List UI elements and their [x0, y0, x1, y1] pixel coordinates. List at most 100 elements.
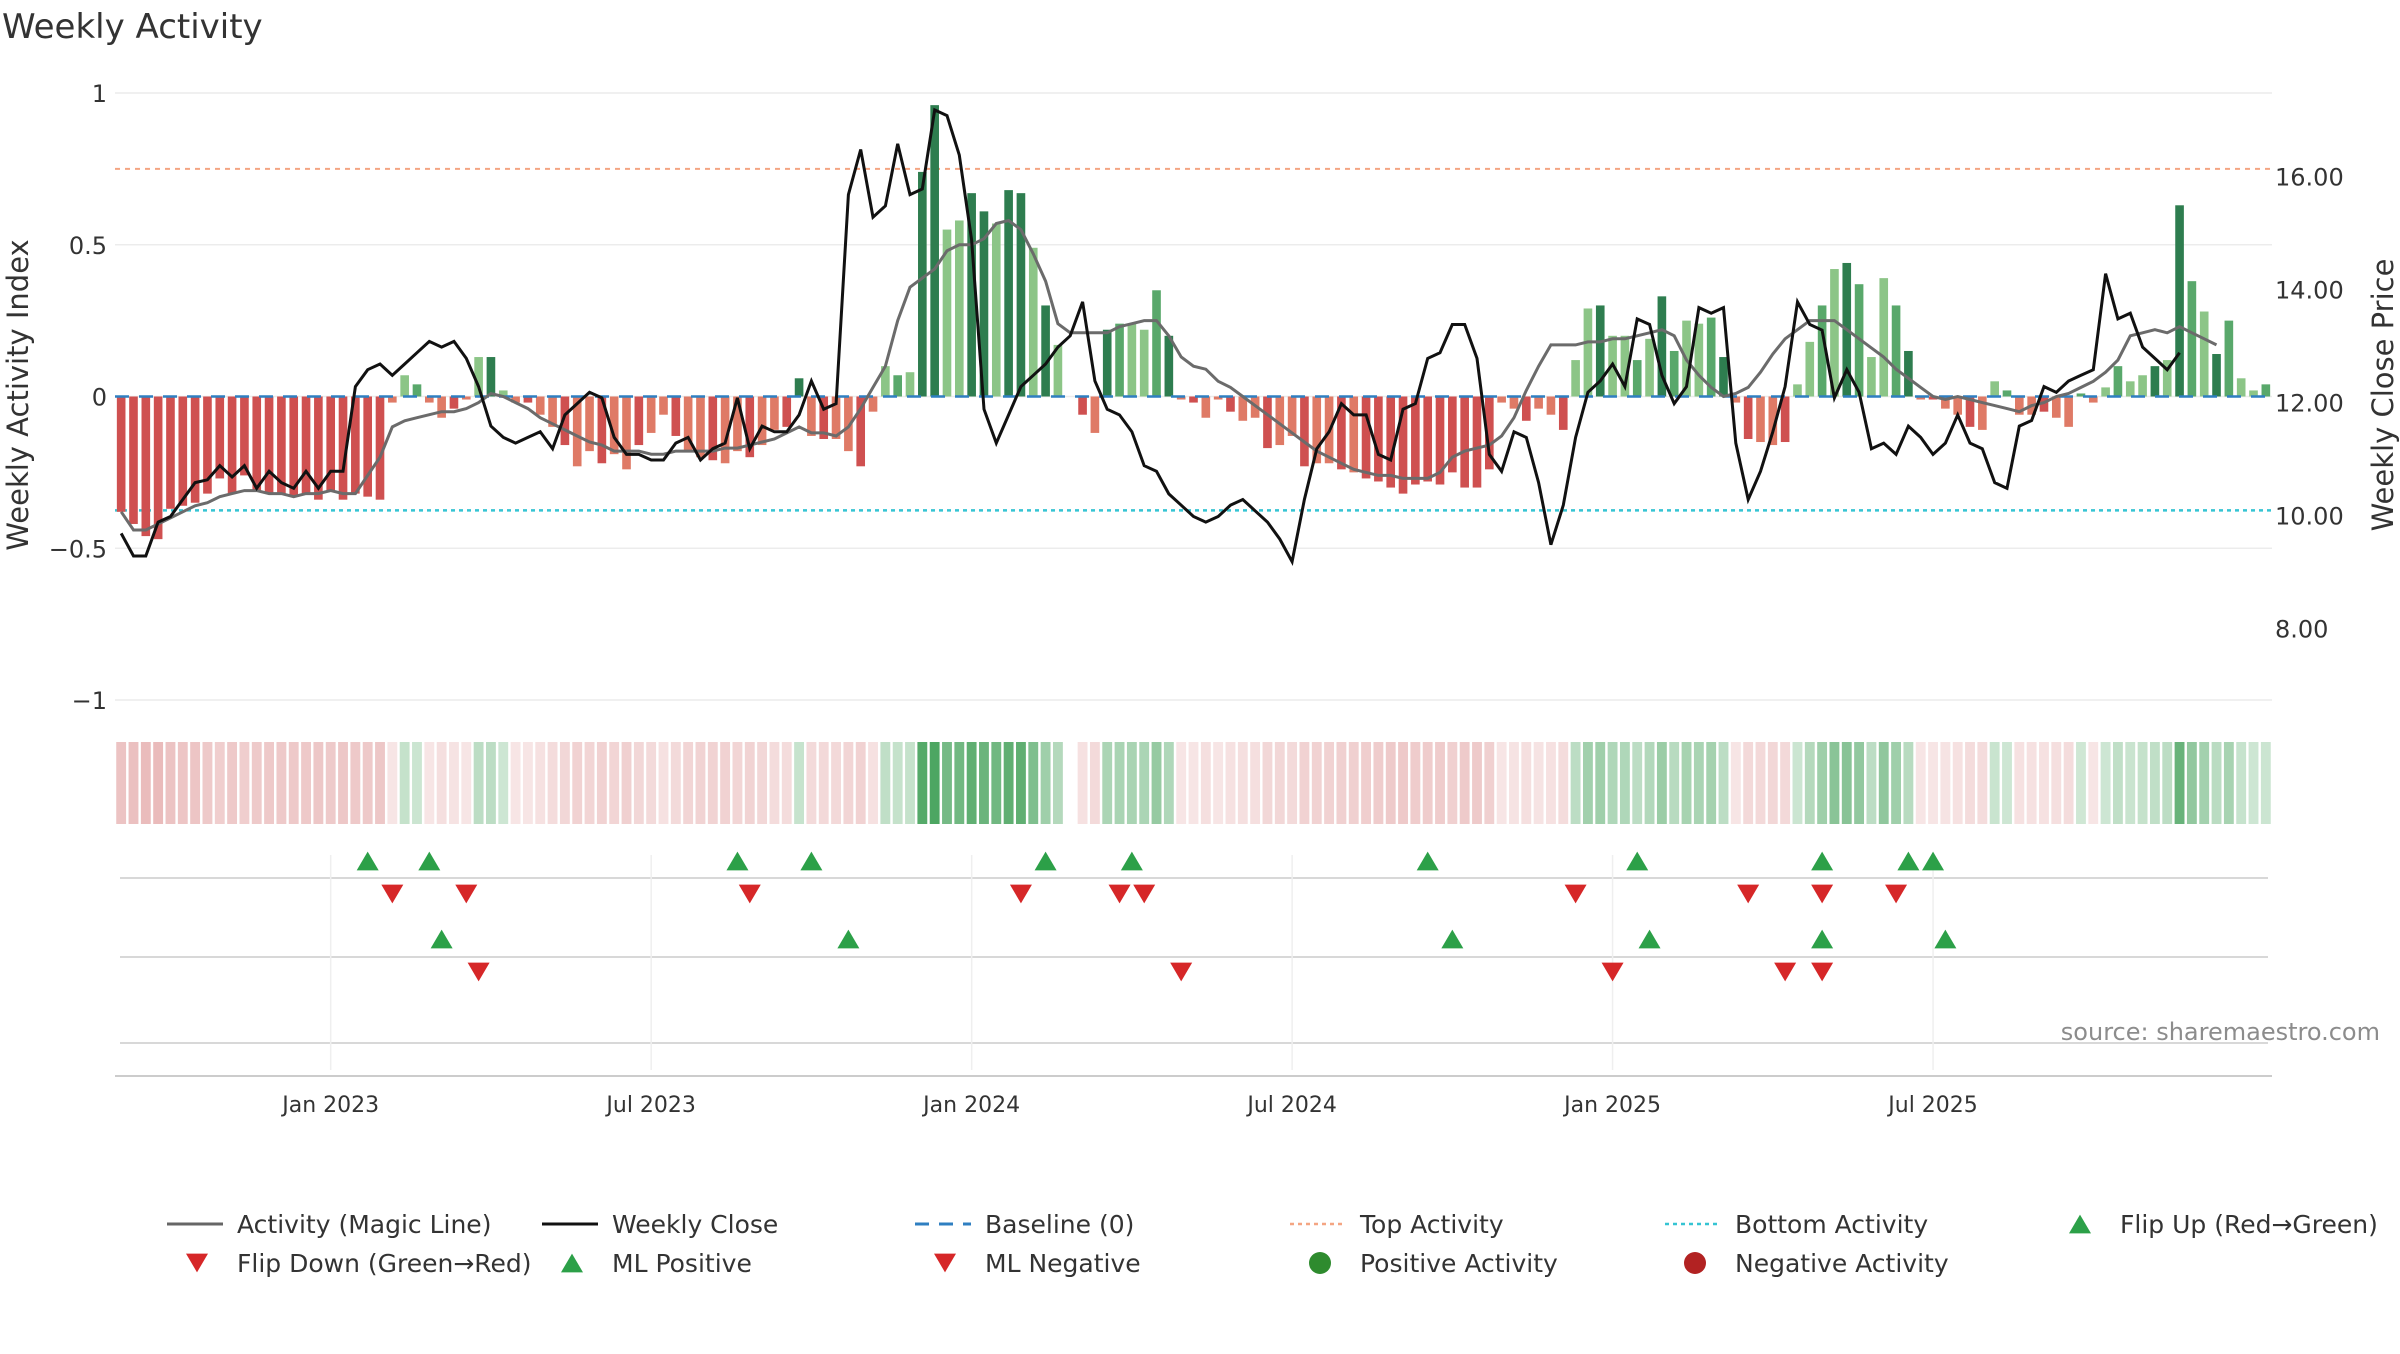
activity-bar — [585, 396, 594, 452]
activity-bar — [1534, 396, 1543, 409]
activity-strip-cell — [239, 742, 250, 824]
flip-down-marker — [455, 884, 478, 904]
activity-bar — [1768, 396, 1778, 446]
y-tick-label-left: 1 — [92, 80, 107, 108]
activity-strip-cell — [905, 742, 915, 824]
activity-strip-cell — [1854, 742, 1865, 824]
activity-strip-cell — [2260, 742, 2271, 824]
activity-strip-cell — [855, 742, 866, 824]
activity-bar — [1743, 396, 1753, 439]
activity-bar — [1817, 305, 1827, 397]
activity-strip-cell — [1878, 742, 1889, 824]
activity-strip-cell — [1952, 742, 1963, 824]
activity-bar — [449, 396, 459, 409]
ml-positive-marker — [1638, 929, 1661, 949]
activity-strip-cell — [2076, 742, 2086, 824]
activity-bar — [1312, 396, 1322, 464]
activity-bar — [1793, 384, 1802, 397]
activity-strip-cell — [2186, 742, 2197, 824]
activity-bar — [2101, 387, 2110, 397]
activity-strip-cell — [1435, 742, 1445, 824]
activity-bar — [1509, 396, 1519, 409]
legend-swatch — [1309, 1252, 1331, 1274]
activity-strip-cell — [1176, 742, 1187, 824]
activity-bar — [1595, 305, 1605, 397]
activity-bar — [1041, 305, 1050, 397]
activity-strip-cell — [2125, 742, 2136, 824]
activity-strip-cell — [1681, 742, 1692, 824]
activity-bar — [2088, 396, 2098, 403]
activity-strip-cell — [929, 742, 940, 824]
activity-bar — [2236, 378, 2246, 397]
activity-bar — [1176, 396, 1186, 400]
activity-strip-cell — [1792, 742, 1803, 824]
flip-down-marker — [1737, 884, 1760, 904]
y-tick-label-left: −1 — [72, 687, 107, 715]
activity-strip-cell — [116, 742, 127, 824]
legend-item: Top Activity — [1290, 1210, 1504, 1239]
activity-strip-cell — [1903, 742, 1914, 824]
activity-bar — [2125, 381, 2135, 397]
activity-bar — [1435, 396, 1445, 485]
legend-label: Activity (Magic Line) — [237, 1210, 491, 1239]
activity-strip-cell — [140, 742, 151, 824]
activity-strip-cell — [325, 742, 336, 824]
legend-label: Flip Down (Green→Red) — [237, 1249, 532, 1278]
chart-title: Weekly Activity — [2, 7, 263, 47]
flip-up-marker — [1897, 851, 1920, 871]
flip-up-marker — [1922, 851, 1945, 871]
activity-strip-cell — [1213, 742, 1224, 824]
activity-strip-cell — [1089, 742, 1100, 824]
flip-up-marker — [418, 851, 441, 871]
activity-strip-cell — [1398, 742, 1408, 824]
activity-strip-cell — [2014, 742, 2025, 824]
activity-strip-cell — [695, 742, 706, 824]
activity-bar — [388, 396, 397, 403]
flip-down-marker — [1133, 884, 1156, 904]
activity-strip-cell — [1077, 742, 1088, 824]
activity-bar — [560, 396, 570, 446]
activity-strip-cell — [2002, 742, 2012, 824]
activity-strip-cell — [461, 742, 472, 824]
activity-bar — [1904, 350, 1913, 397]
activity-bar — [1472, 396, 1482, 488]
activity-bar — [856, 396, 866, 467]
ml-negative-marker — [1601, 962, 1624, 982]
activity-strip-cell — [831, 742, 841, 824]
activity-strip-cell — [1693, 742, 1704, 824]
activity-bar — [548, 396, 557, 427]
activity-strip-cell — [991, 742, 1002, 824]
flip-up-marker — [726, 851, 749, 871]
flip-down-marker — [738, 884, 761, 904]
activity-strip-cell — [1866, 742, 1877, 824]
activity-strip-cell — [658, 742, 669, 824]
activity-bar — [1349, 396, 1359, 473]
activity-bar — [646, 396, 656, 433]
activity-strip-cell — [1928, 742, 1938, 824]
flip-up-marker — [800, 851, 823, 871]
activity-bar — [1361, 396, 1371, 479]
activity-bar — [1139, 329, 1149, 397]
activity-strip-cell — [1385, 742, 1396, 824]
activity-bar — [437, 396, 446, 418]
activity-strip-cell — [510, 742, 521, 824]
activity-bar — [1632, 360, 1642, 397]
activity-strip-cell — [1706, 742, 1717, 824]
activity-strip-cell — [1102, 742, 1113, 824]
activity-strip-cell — [1250, 742, 1261, 824]
activity-bar — [745, 396, 755, 458]
activity-bar — [1448, 396, 1457, 473]
x-tick-label: Jul 2024 — [1245, 1093, 1337, 1118]
activity-strip-cell — [559, 742, 570, 824]
activity-bar — [1657, 296, 1667, 397]
activity-bar — [1127, 323, 1137, 397]
activity-bar — [1263, 396, 1272, 449]
ml-positive-marker — [1811, 929, 1834, 949]
flip-up-marker — [1811, 851, 1834, 871]
activity-bar — [1706, 317, 1716, 397]
activity-strip-cell — [177, 742, 188, 824]
activity-strip-cell — [2112, 742, 2123, 824]
activity-strip-cell — [1016, 742, 1026, 824]
activity-bar — [1830, 269, 1839, 397]
